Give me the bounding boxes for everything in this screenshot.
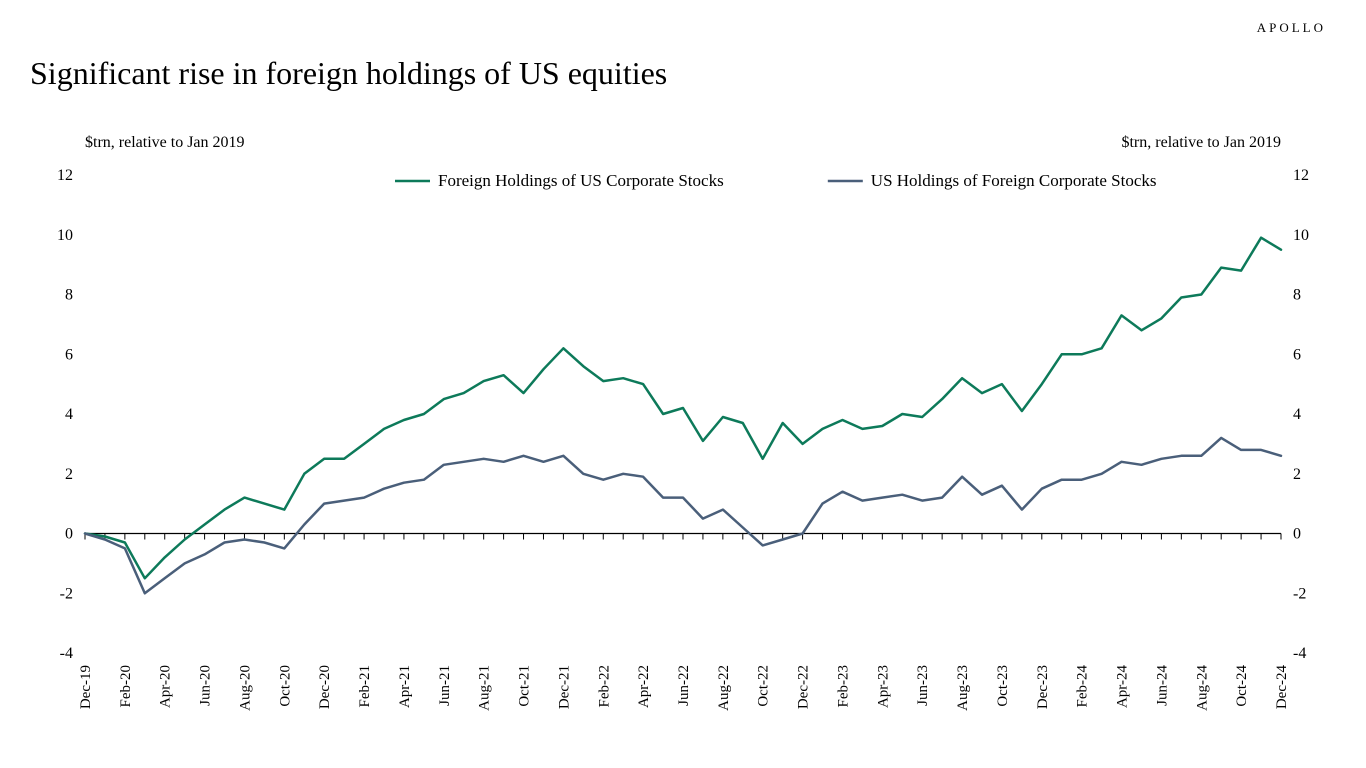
- x-tick-label: Jun-22: [676, 665, 692, 706]
- x-tick-label: Jun-24: [1154, 665, 1170, 706]
- x-tick-label: Feb-20: [118, 665, 134, 708]
- series-line: [85, 238, 1281, 579]
- x-tick-label: Feb-21: [357, 665, 373, 708]
- x-tick-label: Apr-20: [158, 665, 174, 708]
- y-tick-label-left: 0: [65, 526, 73, 543]
- x-tick-label: Dec-20: [317, 665, 333, 709]
- y-tick-label-left: -4: [60, 645, 73, 662]
- y-tick-label-right: 10: [1293, 227, 1309, 244]
- x-tick-label: Apr-24: [1115, 665, 1131, 709]
- y-tick-label-right: 6: [1293, 346, 1301, 363]
- x-tick-label: Aug-23: [955, 665, 971, 711]
- y-tick-label-right: 0: [1293, 526, 1301, 543]
- y-tick-label-right: -4: [1293, 645, 1306, 662]
- legend-label: Foreign Holdings of US Corporate Stocks: [438, 171, 724, 190]
- x-tick-label: Apr-22: [636, 665, 652, 708]
- y-tick-label-right: 12: [1293, 167, 1309, 184]
- x-tick-label: Dec-24: [1274, 665, 1290, 710]
- brand-logo: APOLLO: [1257, 20, 1326, 36]
- chart-slide: APOLLO Significant rise in foreign holdi…: [0, 0, 1366, 768]
- x-axis-labels: Dec-19 Feb-20 Apr-20 Jun-20 Aug-20 Oct-20 Dec-…: [78, 665, 1290, 711]
- y-tick-label-right: -2: [1293, 585, 1306, 602]
- x-tick-label: Aug-24: [1194, 665, 1210, 711]
- x-tick-label: Apr-23: [875, 665, 891, 708]
- x-tick-label: Feb-23: [835, 665, 851, 708]
- x-tick-label: Feb-22: [596, 665, 612, 708]
- y-tick-label-left: 2: [65, 466, 73, 483]
- line-chart-svg: $trn, relative to Jan 2019 $trn, relative…: [30, 130, 1336, 738]
- x-tick-label: Jun-23: [915, 665, 931, 706]
- x-tick-label: Dec-19: [78, 665, 94, 709]
- x-tick-label: Oct-23: [995, 665, 1011, 707]
- y-tick-label-left: 10: [57, 227, 73, 244]
- chart-title: Significant rise in foreign holdings of …: [30, 55, 667, 92]
- y-axis-label-right: $trn, relative to Jan 2019: [1121, 134, 1281, 151]
- y-tick-label-left: 6: [65, 346, 73, 363]
- series-line: [85, 438, 1281, 593]
- x-tick-label: Feb-24: [1075, 665, 1091, 708]
- x-tick-label: Oct-21: [517, 665, 533, 707]
- y-tick-label-right: 4: [1293, 406, 1301, 423]
- y-tick-label-left: -2: [60, 585, 73, 602]
- x-tick-label: Jun-21: [437, 665, 453, 706]
- y-axis-label-left: $trn, relative to Jan 2019: [85, 134, 245, 151]
- y-tick-label-left: 4: [65, 406, 73, 423]
- x-tick-label: Oct-20: [277, 665, 293, 707]
- x-tick-label: Apr-21: [397, 665, 413, 708]
- legend-label: US Holdings of Foreign Corporate Stocks: [871, 171, 1157, 190]
- y-tick-label-left: 12: [57, 167, 73, 184]
- chart-area: $trn, relative to Jan 2019 $trn, relative…: [30, 130, 1336, 738]
- x-tick-label: Oct-24: [1234, 665, 1250, 707]
- x-tick-label: Dec-21: [556, 665, 572, 709]
- x-tick-label: Dec-22: [796, 665, 812, 709]
- x-tick-label: Aug-20: [237, 665, 253, 711]
- x-tick-label: Dec-23: [1035, 665, 1051, 709]
- x-tick-label: Aug-21: [477, 665, 493, 711]
- y-tick-label-left: 8: [65, 287, 73, 304]
- y-tick-label-right: 8: [1293, 287, 1301, 304]
- x-tick-label: Oct-22: [756, 665, 772, 707]
- y-tick-label-right: 2: [1293, 466, 1301, 483]
- x-tick-label: Aug-22: [716, 665, 732, 711]
- x-tick-label: Jun-20: [198, 665, 214, 706]
